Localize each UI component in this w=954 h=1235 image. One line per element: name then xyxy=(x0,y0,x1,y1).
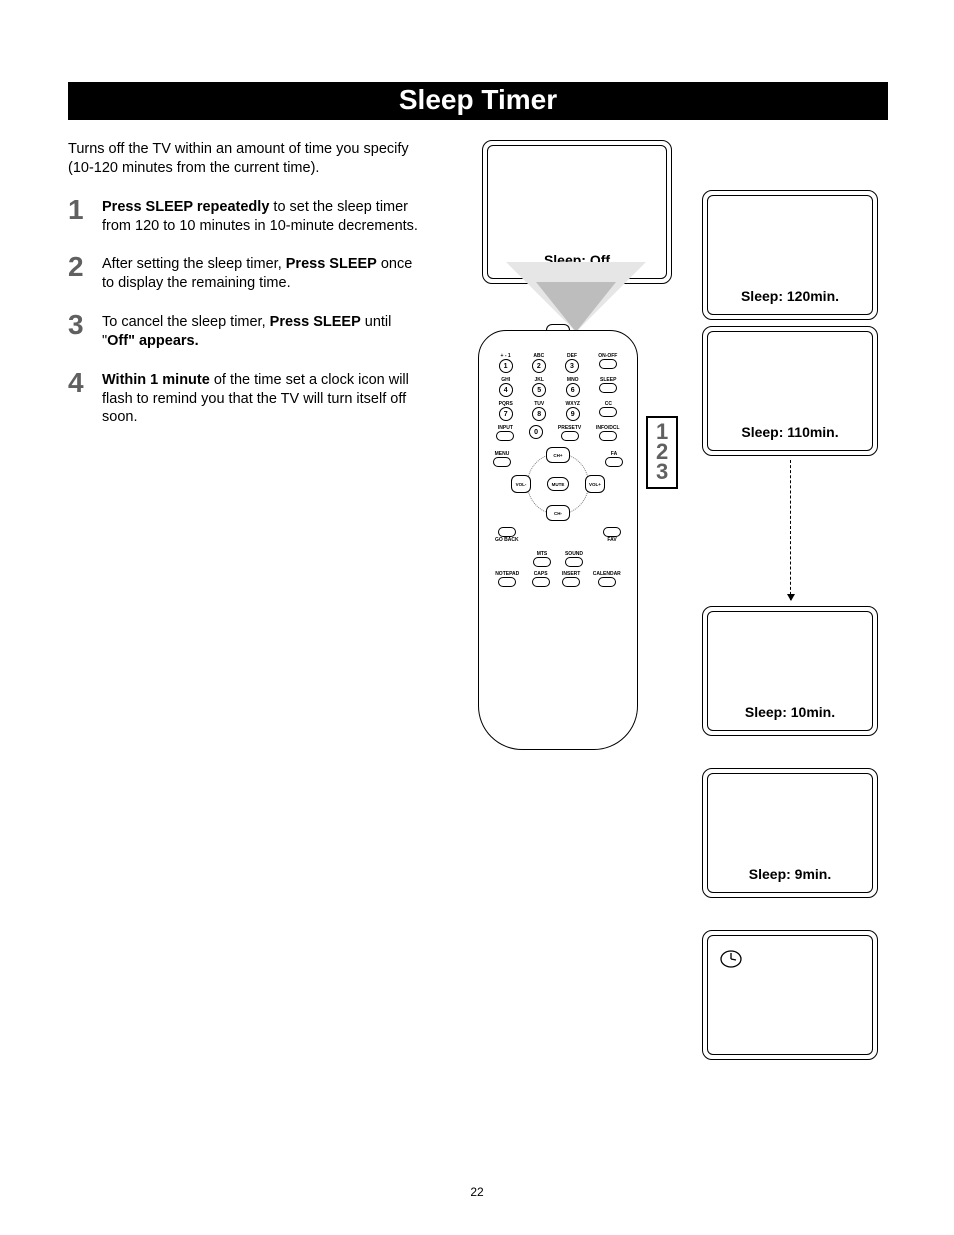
remote-button[interactable]: INFO/DCL xyxy=(596,425,620,441)
page-title: Sleep Timer xyxy=(68,82,888,120)
remote-button[interactable]: SLEEP xyxy=(599,377,617,397)
tv-label: Sleep: 110min. xyxy=(708,424,872,440)
tv-screen-120: Sleep: 120min. xyxy=(702,190,878,320)
instructions-column: Turns off the TV within an amount of tim… xyxy=(68,140,426,445)
remote-button[interactable]: PRESETV xyxy=(558,425,581,441)
remote-button[interactable]: GHI4 xyxy=(499,377,513,397)
step-2: 2 After setting the sleep timer, Press S… xyxy=(68,253,426,293)
step-1: 1 Press SLEEP repeatedly to set the slee… xyxy=(68,196,426,236)
step-4: 4 Within 1 minute of the time set a cloc… xyxy=(68,369,426,428)
remote-button[interactable]: NOTEPAD xyxy=(495,571,519,587)
dotted-arrow-icon xyxy=(790,460,791,600)
remote-button[interactable]: MNO6 xyxy=(566,377,580,397)
step-text: Press SLEEP repeatedly to set the sleep … xyxy=(102,196,426,236)
remote-menu-label: MENU xyxy=(493,451,511,467)
remote-button[interactable]: PQRS7 xyxy=(499,401,513,421)
remote-goback-button[interactable]: GO BACK xyxy=(495,527,519,543)
tv-label: Sleep: 120min. xyxy=(708,288,872,304)
tv-screen-10: Sleep: 10min. xyxy=(702,606,878,736)
step-text: After setting the sleep timer, Press SLE… xyxy=(102,253,426,293)
diagram-column: Sleep: Off Sleep: 120min. Sleep: 110min.… xyxy=(454,140,888,445)
tv-screen-clockicon xyxy=(702,930,878,1060)
remote-button[interactable]: 0 xyxy=(529,425,543,441)
step-number: 4 xyxy=(68,369,102,428)
remote-dpad: MENU FA CH+ CH- VOL- VOL+ MUTE xyxy=(489,445,627,523)
remote-button[interactable]: CC xyxy=(599,401,617,421)
remote-button[interactable]: MTS xyxy=(533,551,551,567)
remote-button[interactable]: INPUT xyxy=(496,425,514,441)
remote-button[interactable]: JKL5 xyxy=(532,377,546,397)
remote-button[interactable]: WXYZ9 xyxy=(566,401,580,421)
intro-text: Turns off the TV within an amount of tim… xyxy=(68,140,426,178)
remote-fa-label: FA xyxy=(605,451,623,467)
steps-callout: 1 2 3 xyxy=(646,416,678,489)
step-number: 3 xyxy=(68,311,102,351)
step-text: Within 1 minute of the time set a clock … xyxy=(102,369,426,428)
remote-mute-button[interactable]: MUTE xyxy=(547,477,569,491)
remote-ch-up-button[interactable]: CH+ xyxy=(546,447,570,463)
remote-ch-down-button[interactable]: CH- xyxy=(546,505,570,521)
remote-vol-up-button[interactable]: VOL+ xyxy=(585,475,605,493)
tv-label: Sleep: 9min. xyxy=(708,866,872,882)
tv-label: Sleep: 10min. xyxy=(708,704,872,720)
page-number: 22 xyxy=(0,1185,954,1199)
step-3: 3 To cancel the sleep timer, Press SLEEP… xyxy=(68,311,426,351)
clock-icon xyxy=(720,948,742,970)
tv-screen-9: Sleep: 9min. xyxy=(702,768,878,898)
remote-fav-button[interactable]: FAV xyxy=(603,527,621,543)
remote-button[interactable]: ABC2 xyxy=(532,353,546,373)
remote-button[interactable]: INSERT xyxy=(562,571,580,587)
remote-button[interactable]: CAPS xyxy=(532,571,550,587)
tv-screen-110: Sleep: 110min. xyxy=(702,326,878,456)
step-text: To cancel the sleep timer, Press SLEEP u… xyxy=(102,311,426,351)
remote-button[interactable]: TUV8 xyxy=(532,401,546,421)
step-number: 2 xyxy=(68,253,102,293)
remote-button[interactable]: SOUND xyxy=(565,551,583,567)
remote-button[interactable]: ON-OFF xyxy=(598,353,617,373)
remote-control: + - 11 ABC2 DEF3 ON-OFF GHI4 JKL5 MNO6 SLEEP PQR… xyxy=(478,330,638,750)
remote-button[interactable]: CALENDAR xyxy=(593,571,621,587)
step-number: 1 xyxy=(68,196,102,236)
remote-vol-down-button[interactable]: VOL- xyxy=(511,475,531,493)
remote-button[interactable]: + - 11 xyxy=(499,353,513,373)
remote-button[interactable]: DEF3 xyxy=(565,353,579,373)
